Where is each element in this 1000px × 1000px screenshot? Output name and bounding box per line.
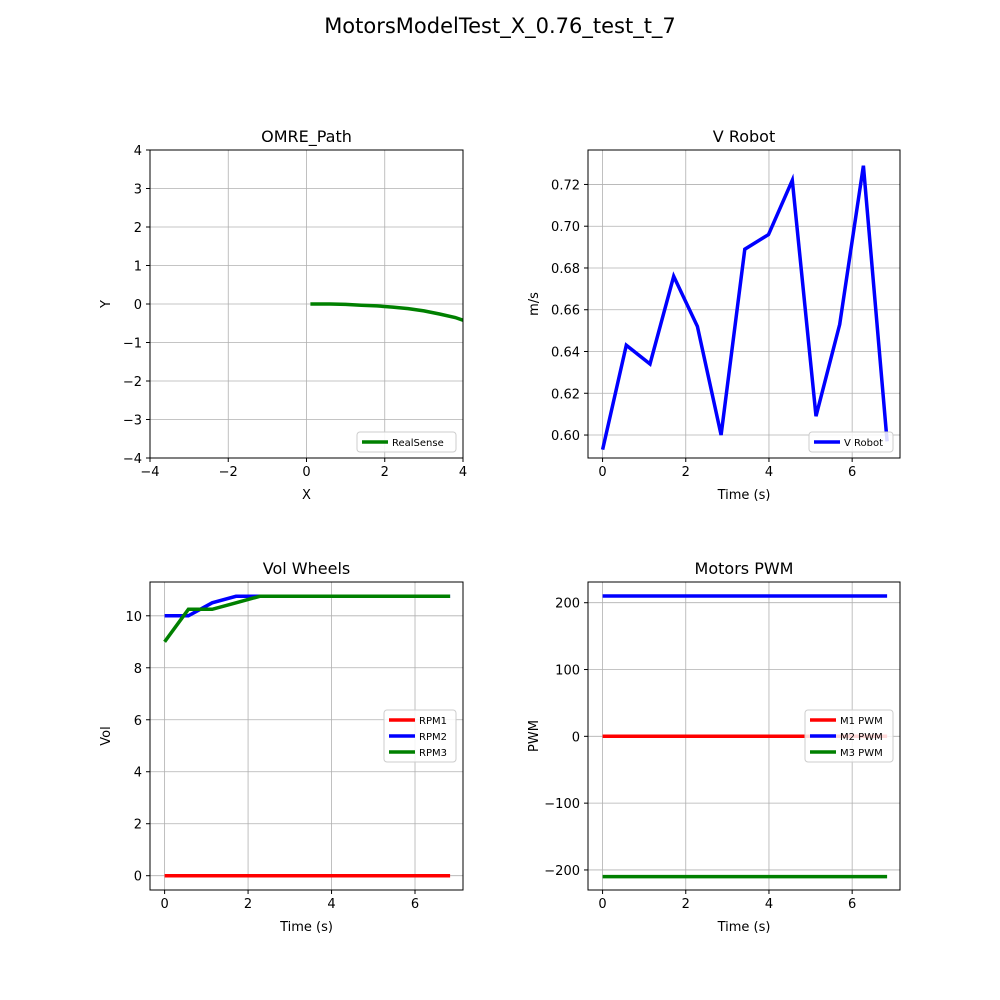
legend-label: RPM1: [419, 716, 447, 727]
y-tick-label: 8: [134, 662, 142, 677]
y-tick-label: 0: [572, 730, 580, 745]
chart-panel-1: −4 −2 0 2 4 −4 −3 −2 −1 0 1 2 3 4 OMRE_Path X Y RealSense: [99, 127, 467, 503]
y-tick-label: 0.66: [551, 304, 580, 319]
legend-box: [383, 709, 457, 763]
y-tick-label: 0.60: [551, 429, 580, 444]
y-tick-label: 0.62: [551, 387, 580, 402]
y-tick-label: −100: [544, 797, 580, 812]
x-tick-label: 4: [765, 465, 773, 480]
x-tick-label: 0: [302, 465, 310, 480]
legend: M1 PWM M2 PWM M3 PWM: [804, 709, 894, 763]
x-tick-label: 0: [598, 897, 606, 912]
series-line-v-robot: [600, 165, 889, 450]
x-tick-label: −4: [140, 465, 159, 480]
x-axis-label: Time (s): [717, 920, 771, 935]
x-tick-label: 4: [327, 897, 335, 912]
y-tick-label: 200: [555, 597, 580, 612]
chart-title: V Robot: [713, 127, 775, 146]
legend: V Robot: [808, 431, 894, 453]
x-tick-label: 2: [244, 897, 252, 912]
y-tick-label: −3: [123, 414, 142, 429]
y-tick-label: 4: [134, 144, 142, 159]
y-tick-label: −1: [123, 337, 142, 352]
series-line-realsense: [310, 302, 463, 322]
legend-box: [356, 431, 457, 453]
legend-label: V Robot: [844, 438, 883, 449]
series-line-rpm2: [164, 594, 451, 618]
axes-frame: [149, 581, 464, 891]
chart-panel-4: 0 2 4 6 −200 −100 0 100 200 Motors PWM Time (s) PWM…: [527, 559, 901, 935]
y-axis-label: m/s: [527, 292, 542, 316]
x-tick-label: 6: [848, 465, 856, 480]
y-tick-label: 100: [555, 664, 580, 679]
x-tick-label: 0: [598, 465, 606, 480]
x-axis-label: X: [302, 488, 311, 503]
x-tick-label: 6: [848, 897, 856, 912]
x-tick-label: 2: [381, 465, 389, 480]
y-tick-label: 0: [134, 870, 142, 885]
y-tick-label: 1: [134, 260, 142, 275]
legend-label: M2 PWM: [840, 732, 883, 743]
chart-title: OMRE_Path: [261, 127, 352, 147]
y-tick-label: −200: [544, 864, 580, 879]
legend: RPM1 RPM2 RPM3: [383, 709, 457, 763]
y-tick-label: −4: [123, 452, 142, 467]
chart-title: Motors PWM: [695, 559, 794, 578]
x-tick-label: 2: [682, 465, 690, 480]
y-tick-label: 0.68: [551, 262, 580, 277]
x-tick-label: 2: [682, 897, 690, 912]
chart-panel-2: 0 2 4 6 0.60 0.62 0.64 0.66 0.68 0.70 0.72 V Robot T…: [527, 127, 901, 503]
y-tick-label: 3: [134, 183, 142, 198]
y-tick-label: 0.70: [551, 220, 580, 235]
x-tick-label: 4: [765, 897, 773, 912]
x-tick-label: 4: [459, 465, 467, 480]
y-axis-label: PWM: [527, 720, 542, 752]
y-axis-label: Y: [99, 300, 114, 309]
figure-title: MotorsModelTest_X_0.76_test_t_7: [324, 14, 676, 38]
x-tick-label: −2: [219, 465, 238, 480]
y-tick-label: 6: [134, 714, 142, 729]
legend-box: [804, 709, 894, 763]
legend-label: M3 PWM: [840, 748, 883, 759]
y-tick-label: 0: [134, 298, 142, 313]
legend-label: M1 PWM: [840, 716, 883, 727]
x-tick-label: 6: [411, 897, 419, 912]
chart-title: Vol Wheels: [263, 559, 350, 578]
legend-label: RPM2: [419, 732, 447, 743]
legend-box: [808, 431, 894, 453]
y-tick-label: 0.72: [551, 178, 580, 193]
y-axis-label: Vol: [99, 726, 114, 745]
y-tick-label: −2: [123, 375, 142, 390]
y-tick-label: 2: [134, 818, 142, 833]
legend-label: RPM3: [419, 748, 447, 759]
chart-panel-3: 0 2 4 6 0 2 4 6 8 10 Vol Wheels Time (s) Vol RPM1 RPM2…: [99, 559, 464, 935]
series-line-rpm3: [163, 594, 451, 643]
legend: RealSense: [356, 431, 457, 453]
y-tick-label: 10: [125, 610, 142, 625]
legend-label: RealSense: [392, 438, 444, 449]
x-tick-label: 0: [160, 897, 168, 912]
axes-frame: [587, 149, 901, 459]
x-axis-label: Time (s): [279, 920, 333, 935]
y-tick-label: 0.64: [551, 346, 580, 361]
y-tick-label: 2: [134, 221, 142, 236]
y-tick-label: 4: [134, 766, 142, 781]
x-axis-label: Time (s): [717, 488, 771, 503]
